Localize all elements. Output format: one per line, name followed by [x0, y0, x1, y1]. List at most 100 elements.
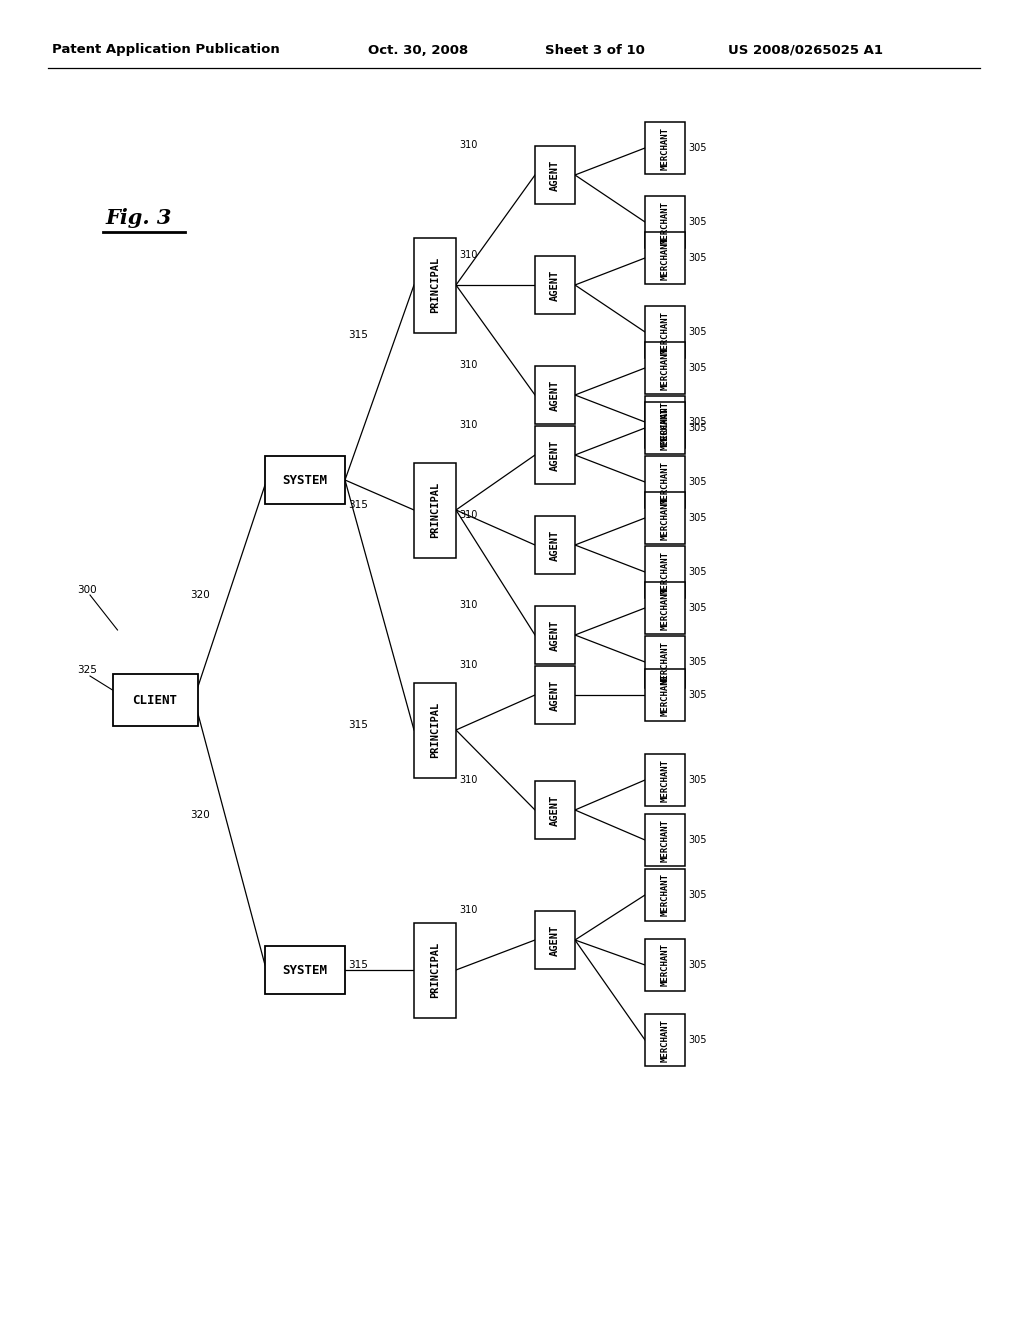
Text: PRINCIPAL: PRINCIPAL: [430, 257, 440, 313]
Text: MERCHANT: MERCHANT: [660, 461, 670, 503]
Text: MERCHANT: MERCHANT: [660, 759, 670, 801]
Text: 320: 320: [190, 590, 210, 601]
Text: MERCHANT: MERCHANT: [660, 127, 670, 169]
Text: MERCHANT: MERCHANT: [660, 874, 670, 916]
Text: MERCHANT: MERCHANT: [660, 346, 670, 389]
Text: AGENT: AGENT: [550, 619, 560, 651]
Text: MERCHANT: MERCHANT: [660, 944, 670, 986]
Text: 305: 305: [688, 568, 707, 577]
Text: 315: 315: [348, 500, 368, 510]
Text: 300: 300: [77, 585, 96, 595]
Bar: [535, 781, 575, 840]
Text: PRINCIPAL: PRINCIPAL: [430, 942, 440, 998]
Bar: [645, 121, 685, 174]
Text: 305: 305: [688, 422, 707, 433]
Bar: [535, 147, 575, 205]
Text: MERCHANT: MERCHANT: [660, 673, 670, 717]
Text: 305: 305: [688, 890, 707, 900]
Text: 310: 310: [459, 906, 477, 915]
Text: 305: 305: [688, 143, 707, 153]
Text: 310: 310: [459, 660, 477, 671]
Text: 315: 315: [348, 960, 368, 970]
Text: AGENT: AGENT: [550, 795, 560, 825]
Bar: [535, 426, 575, 484]
Text: 305: 305: [688, 657, 707, 667]
Text: PRINCIPAL: PRINCIPAL: [430, 482, 440, 539]
Text: AGENT: AGENT: [550, 160, 560, 190]
Text: 315: 315: [348, 330, 368, 341]
Bar: [414, 238, 456, 333]
Text: MERCHANT: MERCHANT: [660, 586, 670, 630]
Text: 305: 305: [688, 836, 707, 845]
Text: 325: 325: [77, 665, 97, 675]
Bar: [265, 946, 345, 994]
Text: 310: 310: [459, 140, 477, 150]
Text: MERCHANT: MERCHANT: [660, 310, 670, 354]
Text: AGENT: AGENT: [550, 680, 560, 710]
Bar: [113, 675, 198, 726]
Text: 310: 310: [459, 249, 477, 260]
Text: 305: 305: [688, 1035, 707, 1045]
Text: MERCHANT: MERCHANT: [660, 818, 670, 862]
Bar: [645, 754, 685, 807]
Bar: [645, 869, 685, 921]
Text: US 2008/0265025 A1: US 2008/0265025 A1: [728, 44, 883, 57]
Bar: [645, 939, 685, 991]
Text: Fig. 3: Fig. 3: [105, 209, 171, 228]
Text: 310: 310: [459, 420, 477, 430]
Text: 315: 315: [348, 719, 368, 730]
Text: MERCHANT: MERCHANT: [660, 550, 670, 594]
Bar: [645, 232, 685, 284]
Text: 310: 310: [459, 601, 477, 610]
Text: SYSTEM: SYSTEM: [283, 964, 328, 977]
Text: 305: 305: [688, 775, 707, 785]
Text: MERCHANT: MERCHANT: [660, 236, 670, 280]
Text: MERCHANT: MERCHANT: [660, 640, 670, 684]
Text: 305: 305: [688, 417, 707, 426]
Bar: [645, 582, 685, 634]
Text: AGENT: AGENT: [550, 529, 560, 561]
Bar: [645, 669, 685, 721]
Bar: [414, 462, 456, 557]
Text: MERCHANT: MERCHANT: [660, 407, 670, 450]
Text: AGENT: AGENT: [550, 269, 560, 301]
Text: MERCHANT: MERCHANT: [660, 400, 670, 444]
Text: 305: 305: [688, 253, 707, 263]
Bar: [535, 256, 575, 314]
Text: Patent Application Publication: Patent Application Publication: [52, 44, 280, 57]
Bar: [535, 366, 575, 424]
Text: 305: 305: [688, 477, 707, 487]
Text: 305: 305: [688, 960, 707, 970]
Text: Oct. 30, 2008: Oct. 30, 2008: [368, 44, 468, 57]
Bar: [535, 911, 575, 969]
Text: AGENT: AGENT: [550, 440, 560, 471]
Text: CLIENT: CLIENT: [132, 693, 177, 706]
Bar: [645, 546, 685, 598]
Bar: [414, 923, 456, 1018]
Bar: [645, 492, 685, 544]
Text: 310: 310: [459, 510, 477, 520]
Bar: [645, 455, 685, 508]
Text: 305: 305: [688, 363, 707, 374]
Text: Sheet 3 of 10: Sheet 3 of 10: [545, 44, 645, 57]
Bar: [535, 516, 575, 574]
Bar: [645, 195, 685, 248]
Bar: [645, 636, 685, 688]
Bar: [535, 667, 575, 723]
Text: 305: 305: [688, 327, 707, 337]
Text: 305: 305: [688, 216, 707, 227]
Bar: [414, 682, 456, 777]
Text: 305: 305: [688, 513, 707, 523]
Bar: [645, 396, 685, 447]
Bar: [645, 814, 685, 866]
Text: 305: 305: [688, 603, 707, 612]
Text: 310: 310: [459, 360, 477, 370]
Bar: [645, 403, 685, 454]
Bar: [645, 306, 685, 358]
Bar: [645, 1014, 685, 1067]
Text: 310: 310: [459, 775, 477, 785]
Text: 320: 320: [190, 810, 210, 820]
Text: 305: 305: [688, 690, 707, 700]
Text: MERCHANT: MERCHANT: [660, 1019, 670, 1061]
Bar: [265, 455, 345, 504]
